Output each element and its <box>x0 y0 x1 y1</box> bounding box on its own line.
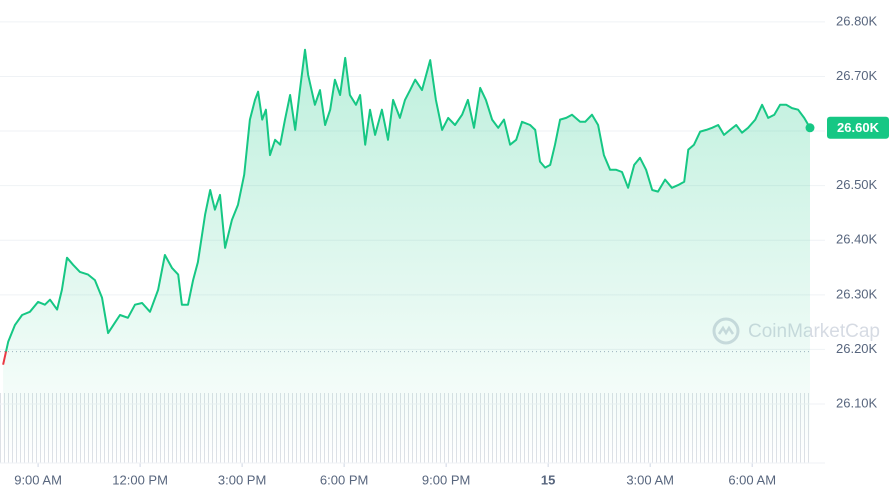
y-tick-label: 26.30K <box>836 286 878 301</box>
x-tick-label: 3:00 AM <box>626 472 674 487</box>
x-tick-label: 15 <box>541 472 555 487</box>
price-badge-label: 26.60K <box>837 120 880 135</box>
y-tick-label: 26.10K <box>836 395 878 410</box>
area <box>3 49 811 463</box>
y-tick-label: 26.50K <box>836 177 878 192</box>
last-point <box>805 123 815 133</box>
x-tick-label: 12:00 PM <box>112 472 168 487</box>
y-tick-label: 26.40K <box>836 232 878 247</box>
x-tick-label: 3:00 PM <box>218 472 266 487</box>
x-tick-label: 9:00 AM <box>14 472 62 487</box>
x-tick-label: 6:00 PM <box>320 472 368 487</box>
x-tick-label: 6:00 AM <box>728 472 776 487</box>
y-tick-label: 26.20K <box>836 341 878 356</box>
x-tick-label: 9:00 PM <box>422 472 470 487</box>
y-tick-label: 26.80K <box>836 13 878 28</box>
price-badge <box>827 116 889 139</box>
y-tick-label: 26.70K <box>836 68 878 83</box>
price-line <box>2 48 811 365</box>
